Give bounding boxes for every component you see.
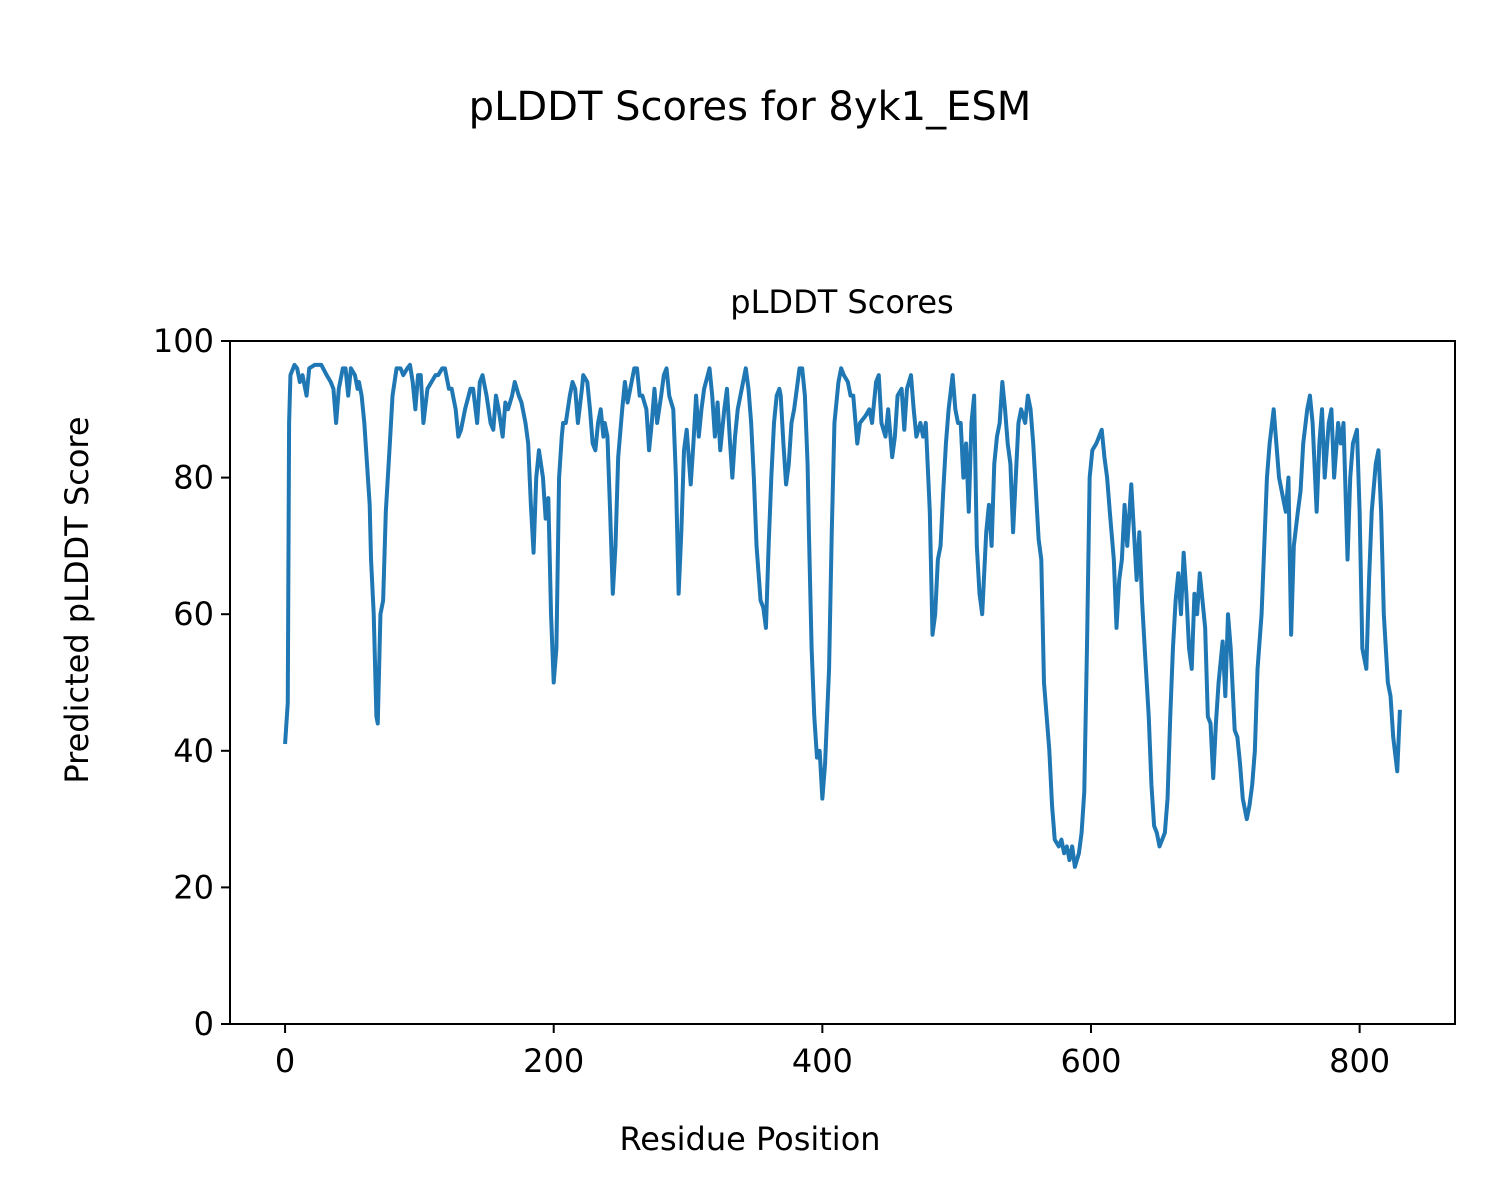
x-tick-label: 600 (1060, 1042, 1121, 1080)
x-axis-label: Residue Position (619, 1120, 880, 1158)
x-tick-label: 400 (792, 1042, 853, 1080)
y-tick-label: 100 (153, 322, 214, 360)
chart-title: pLDDT Scores for 8yk1_ESM (469, 84, 1032, 130)
x-tick-label: 200 (523, 1042, 584, 1080)
axes-frame (229, 340, 1456, 1025)
y-tick-label: 60 (173, 595, 214, 633)
x-tick-label: 0 (275, 1042, 295, 1080)
data-line (283, 362, 1402, 869)
y-tick-label: 40 (173, 732, 214, 770)
y-axis-label: Predicted pLDDT Score (58, 416, 96, 783)
y-tick-label: 80 (173, 459, 214, 497)
axes-title: pLDDT Scores (730, 283, 953, 321)
x-tick-label: 800 (1329, 1042, 1390, 1080)
y-tick-label: 20 (173, 868, 214, 906)
y-tick-label: 0 (194, 1005, 214, 1043)
